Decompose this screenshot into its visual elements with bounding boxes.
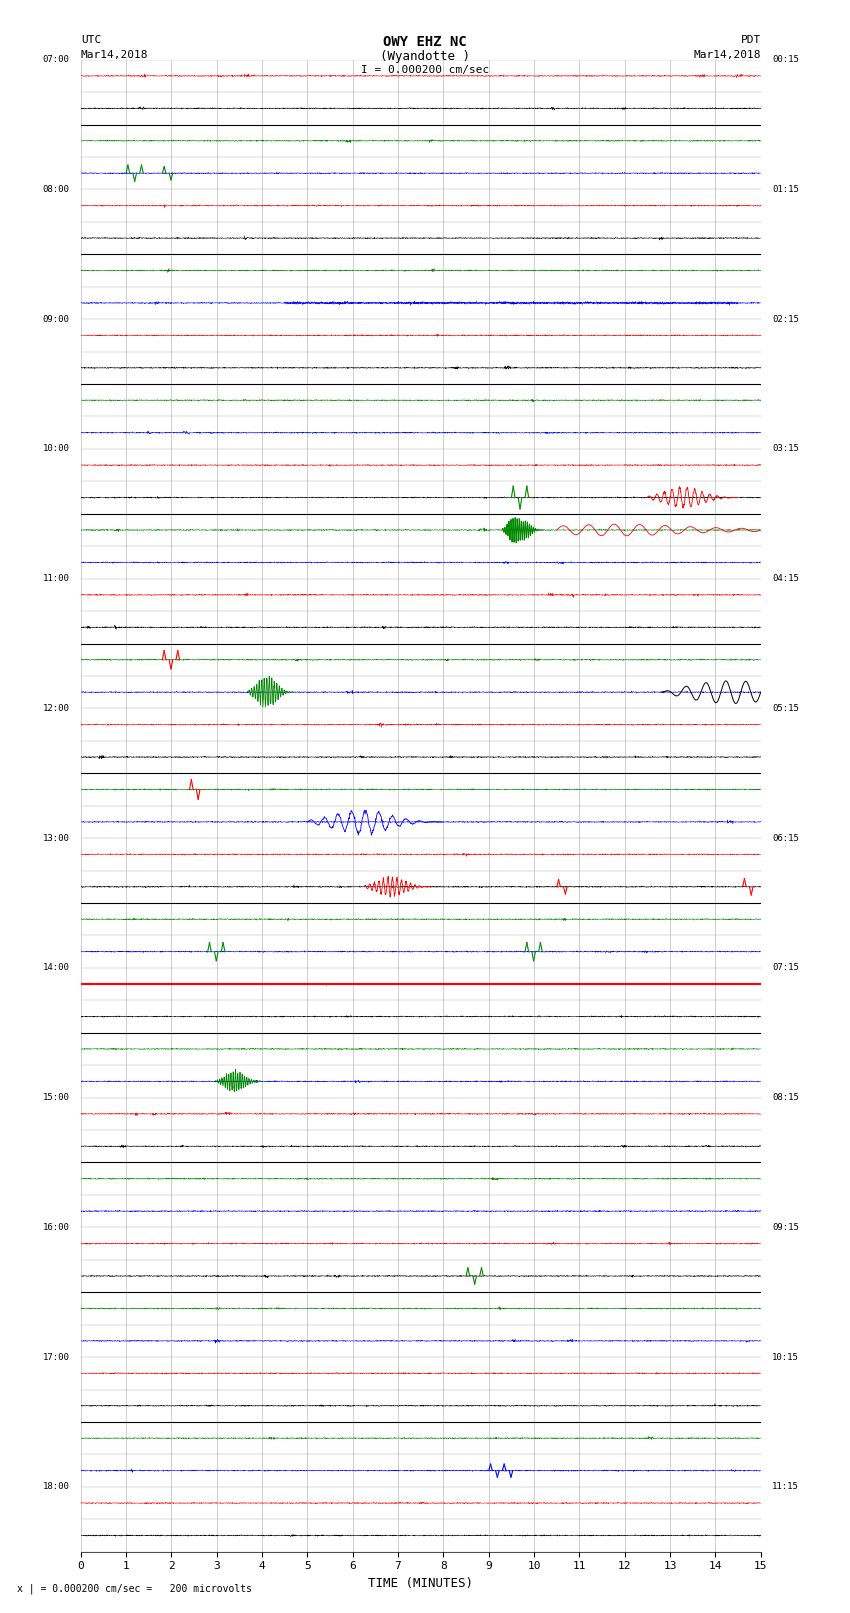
Text: 00:15: 00:15 — [772, 55, 799, 65]
Text: 18:00: 18:00 — [42, 1482, 70, 1492]
Text: 03:15: 03:15 — [772, 445, 799, 453]
X-axis label: TIME (MINUTES): TIME (MINUTES) — [368, 1578, 473, 1590]
Text: 02:15: 02:15 — [772, 315, 799, 324]
Text: 08:15: 08:15 — [772, 1094, 799, 1102]
Text: 09:00: 09:00 — [42, 315, 70, 324]
Text: 01:15: 01:15 — [772, 185, 799, 194]
Text: UTC: UTC — [81, 35, 101, 45]
Text: 10:15: 10:15 — [772, 1353, 799, 1361]
Text: PDT: PDT — [740, 35, 761, 45]
Text: 10:00: 10:00 — [42, 445, 70, 453]
Text: 07:15: 07:15 — [772, 963, 799, 973]
Text: 11:00: 11:00 — [42, 574, 70, 584]
Text: 17:00: 17:00 — [42, 1353, 70, 1361]
Text: 12:00: 12:00 — [42, 703, 70, 713]
Text: Mar14,2018: Mar14,2018 — [81, 50, 148, 60]
Text: 15:00: 15:00 — [42, 1094, 70, 1102]
Text: (Wyandotte ): (Wyandotte ) — [380, 50, 470, 63]
Text: 05:15: 05:15 — [772, 703, 799, 713]
Text: 16:00: 16:00 — [42, 1223, 70, 1232]
Text: 08:00: 08:00 — [42, 185, 70, 194]
Text: 14:00: 14:00 — [42, 963, 70, 973]
Text: I = 0.000200 cm/sec: I = 0.000200 cm/sec — [361, 65, 489, 74]
Text: OWY EHZ NC: OWY EHZ NC — [383, 35, 467, 50]
Text: 07:00: 07:00 — [42, 55, 70, 65]
Text: x | = 0.000200 cm/sec =   200 microvolts: x | = 0.000200 cm/sec = 200 microvolts — [17, 1582, 252, 1594]
Text: 06:15: 06:15 — [772, 834, 799, 842]
Text: Mar14,2018: Mar14,2018 — [694, 50, 761, 60]
Text: 04:15: 04:15 — [772, 574, 799, 584]
Text: 11:15: 11:15 — [772, 1482, 799, 1492]
Text: 13:00: 13:00 — [42, 834, 70, 842]
Text: 09:15: 09:15 — [772, 1223, 799, 1232]
